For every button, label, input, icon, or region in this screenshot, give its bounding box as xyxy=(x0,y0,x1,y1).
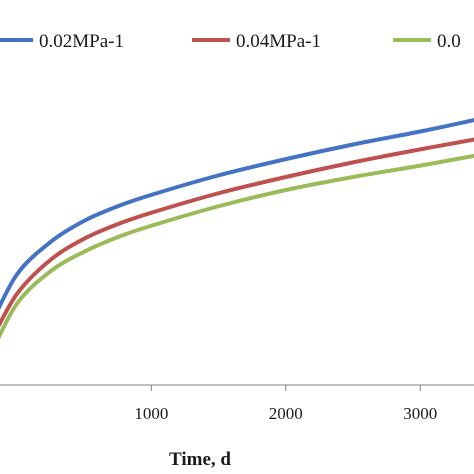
legend-label-2: 0.04MPa-1 xyxy=(236,31,321,52)
legend: 0.02MPa-1 0.04MPa-1 0.0 xyxy=(0,31,461,52)
x-tick-label: 3000 xyxy=(403,404,437,423)
series-line-2 xyxy=(0,137,474,328)
series-line-3 xyxy=(0,153,474,340)
legend-label-1: 0.02MPa-1 xyxy=(39,31,124,52)
series-line-1 xyxy=(0,118,474,311)
legend-label-3: 0.0 xyxy=(437,31,461,52)
x-axis-ticks: 1000 2000 3000 xyxy=(134,385,437,423)
series-lines xyxy=(0,118,474,340)
x-tick-label: 1000 xyxy=(134,404,168,423)
x-axis-title: Time, d xyxy=(169,449,231,470)
x-tick-label: 2000 xyxy=(269,404,303,423)
